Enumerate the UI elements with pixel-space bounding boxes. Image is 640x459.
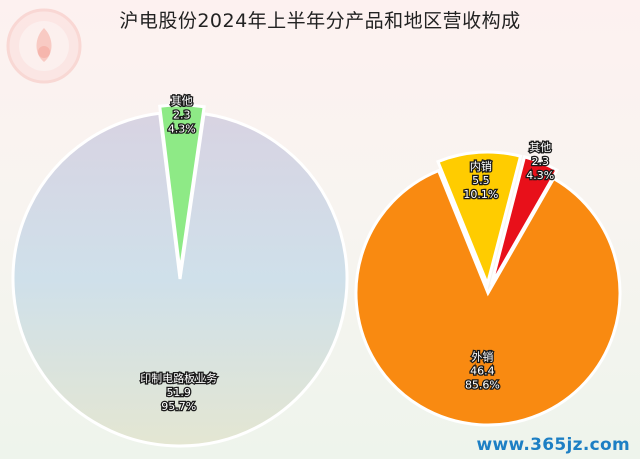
logo-icon <box>6 8 82 84</box>
pie-region-slice-1 <box>436 150 523 289</box>
pie-region-slice-1-percent: 10.1% <box>463 188 498 201</box>
pie-product-slice-0-percent: 95.7% <box>161 400 196 413</box>
pie-region-slice-1-value: 5.5 <box>472 174 490 187</box>
chart-title: 沪电股份2024年上半年分产品和地区营收构成 <box>119 10 521 32</box>
pie-region-slice-0-label: 外销 <box>471 350 493 364</box>
pie-region-slice-0-percent: 85.6% <box>465 379 500 392</box>
pie-region-slice-0-value: 46.4 <box>470 365 495 378</box>
pie-product-slice-1-label: 其他 <box>171 94 193 107</box>
pie-region-slice-2-percent: 4.3% <box>526 169 554 182</box>
pie-region-slice-0 <box>354 168 622 427</box>
pie-region-slice-2-label: 其他 <box>529 141 551 154</box>
pie-product-slice-1-percent: 4.3% <box>168 122 196 135</box>
pie-product-slice-0-value: 51.9 <box>166 386 191 399</box>
pie-product-slice-1 <box>158 103 206 273</box>
watermark: www.365jz.com <box>476 435 630 455</box>
pie-product-slice-0-label: 印制电路板业务 <box>140 371 217 385</box>
pie-product-slice-1-value: 2.3 <box>173 108 191 121</box>
pie-region-slice-1-label: 内销 <box>470 159 492 173</box>
pie-region-slice-2-value: 2.3 <box>531 155 549 168</box>
pie-product-slice-0 <box>11 111 349 448</box>
pie-region-slice-2 <box>489 155 560 286</box>
